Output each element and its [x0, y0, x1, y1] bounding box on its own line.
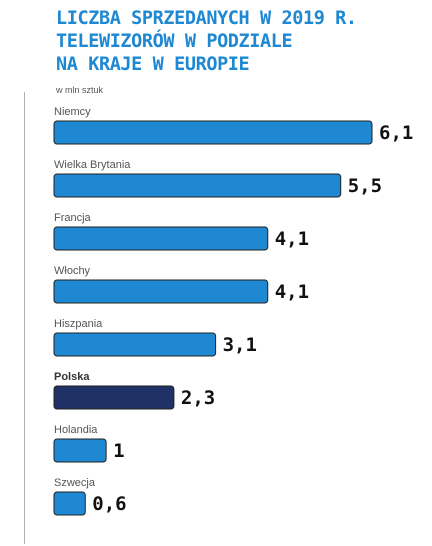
chart-title-line-3: NA KRAJE W EUROPIE — [56, 54, 250, 75]
axis-line — [24, 92, 25, 544]
bar — [53, 438, 107, 463]
value-label: 6,1 — [379, 122, 413, 144]
category-label: Włochy — [54, 265, 91, 277]
value-label: 1 — [113, 440, 124, 462]
bar — [53, 279, 269, 304]
chart-title-line-1: LICZBA SPRZEDANYCH W 2019 R. — [56, 8, 357, 29]
bar — [53, 491, 86, 516]
bar — [53, 226, 269, 251]
value-label: 2,3 — [181, 387, 215, 409]
bar — [53, 385, 175, 410]
category-label: Hiszpania — [54, 318, 103, 330]
bar — [53, 332, 217, 357]
chart-title: LICZBA SPRZEDANYCH W 2019 R. TELEWIZORÓW… — [56, 7, 426, 76]
category-label: Wielka Brytania — [54, 159, 131, 171]
bar — [53, 120, 373, 145]
value-label: 0,6 — [92, 493, 126, 515]
category-label: Szwecja — [54, 477, 96, 489]
unit-label: w mln sztuk — [56, 85, 104, 95]
category-label: Holandia — [54, 424, 98, 436]
value-label: 4,1 — [275, 228, 309, 250]
chart-title-line-2: TELEWIZORÓW W PODZIALE — [56, 31, 293, 52]
value-label: 4,1 — [275, 281, 309, 303]
category-label: Polska — [54, 371, 90, 383]
category-label: Niemcy — [54, 106, 91, 118]
value-label: 3,1 — [223, 334, 257, 356]
category-label: Francja — [54, 212, 92, 224]
value-label: 5,5 — [348, 175, 382, 197]
bar — [53, 173, 342, 198]
